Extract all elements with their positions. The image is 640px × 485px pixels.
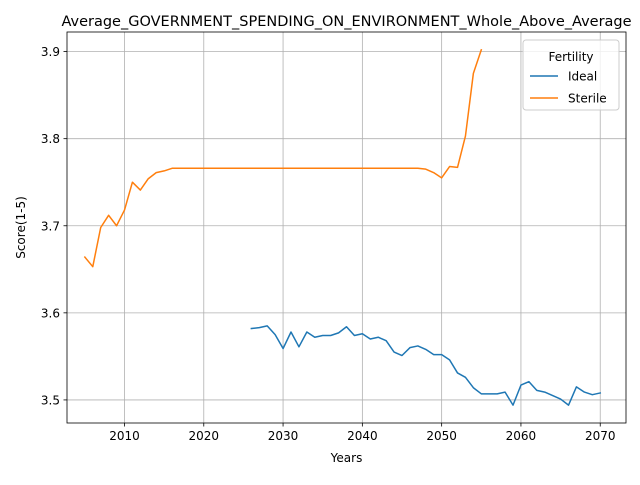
x-tick-label: 2040 [347,429,378,443]
legend-label-ideal: Ideal [568,70,597,84]
grid [67,32,626,423]
plot-frame [66,31,627,424]
y-tick-label: 3.5 [41,393,60,407]
series-line-ideal [250,325,602,406]
y-tick-label: 3.9 [41,45,60,59]
series-layer [83,48,602,406]
x-tick-label: 2010 [109,429,140,443]
y-tick-label: 3.8 [41,132,60,146]
legend-label-sterile: Sterile [568,92,607,106]
x-tick-label: 2020 [189,429,220,443]
x-tick-label: 2060 [506,429,537,443]
x-tick-label: 2030 [268,429,299,443]
y-tick-label: 3.7 [41,219,60,233]
x-axis-label: Years [330,451,363,465]
x-tick-label: 2070 [585,429,616,443]
y-tick-label: 3.6 [41,306,60,320]
legend-box [522,39,620,111]
legend-title: Fertility [548,50,593,64]
x-tick-label: 2050 [426,429,457,443]
ticks: 2010 2020 2030 2040 2050 2060 2070 3.5 3.6 3.7 3.8… [41,45,616,443]
y-axis-label: Score(1-5) [14,196,28,259]
series-line-sterile [83,48,483,268]
chart-title: Average_GOVERNMENT_SPENDING_ON_ENVIRONME… [61,14,631,30]
legend: Fertility Ideal Sterile [522,39,620,111]
